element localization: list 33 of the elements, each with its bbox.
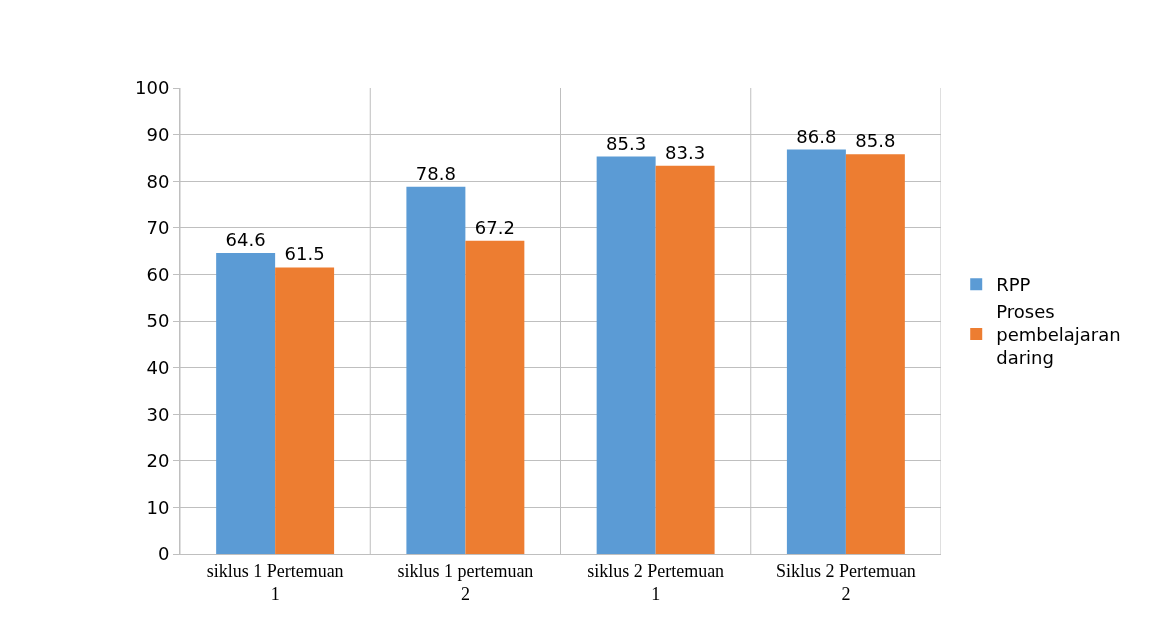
y-tick-label: 90 — [146, 123, 170, 145]
bar — [275, 267, 335, 554]
data-label: 85.8 — [855, 130, 896, 152]
y-tick-label: 0 — [157, 543, 170, 565]
y-tick-label: 40 — [146, 356, 170, 378]
data-label: 61.5 — [284, 243, 325, 265]
bar — [596, 156, 656, 554]
x-tick-label: siklus 1 Pertemuan 1 — [206, 560, 344, 604]
y-tick-label: 60 — [146, 263, 170, 285]
y-tick-label: 100 — [135, 77, 170, 99]
bar — [845, 154, 905, 554]
bar — [465, 240, 525, 554]
x-tick-label: siklus 2 Pertemuan 1 — [587, 560, 725, 604]
y-tick-label: 10 — [146, 496, 170, 518]
x-tick-label: Siklus 2 Pertemuan 2 — [775, 560, 916, 604]
y-tick-label: 50 — [146, 310, 170, 332]
bar — [216, 252, 276, 554]
data-label: 78.8 — [415, 162, 456, 184]
legend-label: Proses pembelajaran daring — [996, 300, 1121, 369]
y-tick-label: 80 — [146, 170, 170, 192]
data-label: 64.6 — [225, 228, 266, 250]
bar — [655, 165, 715, 554]
data-label: 67.2 — [474, 216, 515, 238]
bar — [786, 149, 846, 554]
x-tick-label: siklus 1 pertemuan 2 — [397, 560, 534, 604]
y-tick-label: 30 — [146, 403, 170, 425]
y-tick-label: 20 — [146, 450, 170, 472]
legend-label: RPP — [996, 274, 1031, 296]
data-label: 83.3 — [665, 141, 706, 163]
data-label: 86.8 — [796, 125, 837, 147]
y-tick-label: 70 — [146, 217, 170, 239]
data-label: 85.3 — [606, 132, 647, 154]
bar — [406, 186, 466, 554]
